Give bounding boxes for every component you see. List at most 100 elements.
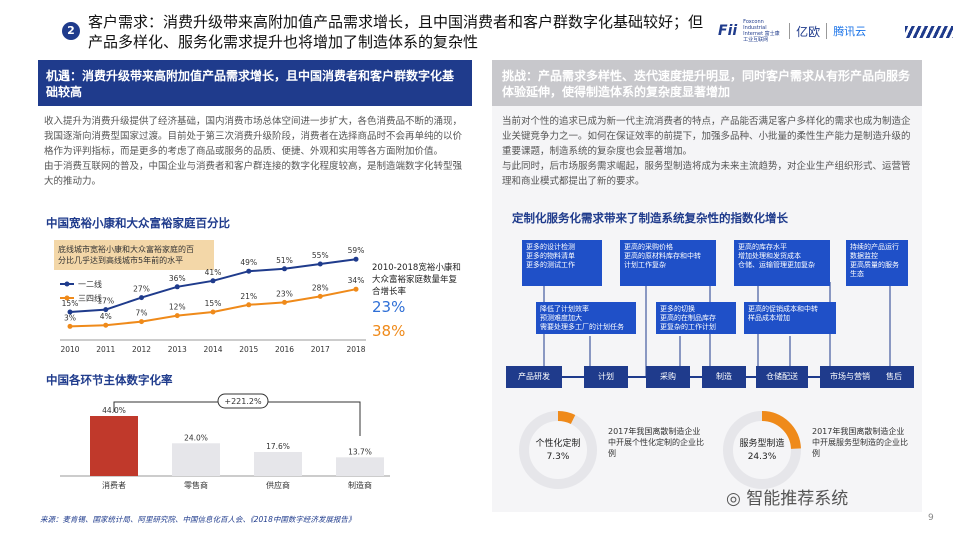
opportunity-paragraph-1: 收入提升为消费升级提供了经济基础，国内消费市场总体空间进一步扩大，各色消费品不断… — [44, 116, 463, 157]
customization-value: 7.3% — [546, 452, 570, 462]
yiou-logo: 亿欧 — [796, 24, 821, 39]
growth-rate-tier34: 38% — [372, 322, 406, 340]
wechat-watermark: ◎ 智能推荐系统 — [726, 484, 848, 509]
data-label: 36% — [169, 274, 186, 283]
growth-rate-label: 2010-2018宽裕小康和大众富裕家庭数量年复合增长率 — [372, 263, 461, 297]
opportunity-body: 收入提升为消费升级提供了经济基础，国内消费市场总体空间进一步扩大，各色消费品不断… — [38, 106, 472, 197]
growth-rate-tier12: 23% — [372, 298, 406, 316]
wechat-account-name: 智能推荐系统 — [746, 489, 849, 509]
legend-label: 三四线 — [78, 293, 102, 303]
step-marketing: 市场与营销 — [820, 366, 880, 388]
x-tick-label: 2011 — [96, 345, 115, 354]
series-point — [103, 322, 109, 328]
household-line-chart: 底线城市宽裕小康和大众富裕家庭的百分比几乎达到高线城市5年前的水平 15% 17% 2… — [54, 240, 366, 354]
step-rd: 产品研发 — [506, 366, 562, 388]
bar-category-label: 零售商 — [184, 480, 208, 490]
legend-marker — [64, 295, 70, 301]
bar-category-label: 制造商 — [348, 480, 372, 490]
bar-category-label: 供应商 — [266, 480, 290, 490]
flow-box-planning: 降低了计划效率 预测难度加大 需要处理多工厂的计划任务 — [536, 302, 636, 334]
digital-rate-chart-title: 中国各环节主体数字化率 — [46, 373, 173, 387]
bar-value-label: 17.6% — [266, 442, 290, 451]
step-aftersales: 售后 — [874, 366, 914, 388]
service-label: 服务型制造 — [739, 439, 785, 449]
opportunity-paragraph-2: 由于消费互联网的普及，中国企业与消费者和客户群连接的数字化程度较高，是制造端数字… — [44, 161, 463, 187]
series-point — [139, 319, 144, 325]
bar-1 — [172, 443, 220, 476]
series-point — [67, 323, 73, 329]
flow-box-rd: 更多的设计检测 更多的物料清单 更多的测试工作 — [522, 240, 602, 286]
data-label: 55% — [312, 251, 329, 260]
flow-box-warehouse: 更高的库存水平 增加处理和发货成本 仓储、运输管理更加复杂 — [734, 240, 830, 286]
bar-category-label: 消费者 — [102, 480, 126, 490]
series-point — [210, 278, 216, 284]
bar-value-label: 44.0% — [102, 406, 126, 415]
digital-rate-bar-chart: +221.2% 44.0% 消费者 24.0% 零售商 17.6% 供应商 13.7% 制造商 — [60, 393, 390, 490]
series-point — [210, 309, 216, 315]
service-desc: 2017年我国离散制造企业中开展服务型制造的企业比例 — [812, 427, 908, 458]
bar-value-label: 13.7% — [348, 447, 372, 456]
series-point — [282, 299, 287, 305]
flow-connectors — [543, 282, 891, 376]
section-number: 2 — [62, 22, 80, 40]
data-label: 41% — [205, 268, 222, 277]
flow-box-procurement: 更高的采购价格 更高的原材料库存和中转 计划工作复杂 — [620, 240, 716, 286]
flow-box-marketing: 更高的促销成本和中转 样品成本增加 — [744, 302, 836, 334]
x-tick-label: 2017 — [311, 345, 330, 354]
x-tick-label: 2010 — [60, 345, 79, 354]
decorative-stripes — [905, 26, 953, 38]
page-number: 9 — [928, 513, 934, 523]
series-point — [282, 266, 287, 272]
annotation-line-2: 分比几乎达到高线城市5年前的水平 — [58, 255, 183, 265]
service-value: 24.3% — [747, 452, 777, 462]
data-label: 15% — [62, 299, 79, 308]
series-point — [353, 256, 359, 262]
page-title: 客户需求：消费升级带来高附加值产品需求增长，且中国消费者和客户群数字化基础较好；… — [88, 13, 704, 51]
service-donut — [723, 411, 801, 489]
series-point — [353, 286, 359, 292]
data-label: 17% — [97, 297, 114, 306]
data-label: 28% — [312, 283, 329, 292]
data-label: 51% — [276, 256, 293, 265]
series-point — [174, 284, 180, 290]
challenge-heading: 挑战：产品需求多样性、迭代速度提升明显，同时客户需求从有形产品向服务体验延伸，使… — [492, 60, 922, 106]
data-label: 3% — [64, 313, 76, 322]
series-point — [246, 268, 252, 274]
challenge-paragraph-1: 当前对个性的追求已成为新一代主流消费者的特点，产品能否满足客户多样化的需求也成为… — [502, 116, 911, 157]
x-tick-label: 2018 — [346, 345, 365, 354]
series-point — [67, 309, 73, 315]
data-label: 59% — [348, 246, 365, 255]
logo-divider — [789, 23, 791, 39]
series-point — [103, 307, 109, 313]
flow-box-manufacturing: 更多的切换 更高的在制品库存 更复杂的工作计划 — [656, 302, 736, 334]
flow-title: 定制化服务化需求带来了制造系统复杂性的指数化增长 — [512, 211, 788, 225]
logo-divider — [826, 23, 828, 39]
series-point — [246, 302, 252, 308]
data-label: 49% — [240, 258, 257, 267]
customization-donut — [519, 411, 597, 489]
x-tick-label: 2013 — [168, 345, 187, 354]
challenge-body: 当前对个性的追求已成为新一代主流消费者的特点，产品能否满足客户多样化的需求也成为… — [492, 106, 922, 197]
data-label: 23% — [276, 289, 293, 298]
series-point — [317, 293, 323, 299]
bar-3 — [336, 457, 384, 476]
chart-annotation-box — [54, 240, 214, 270]
annotation-line-1: 底线城市宽裕小康和大众富裕家庭的百 — [58, 244, 194, 254]
data-label: 21% — [240, 292, 257, 301]
data-label: 34% — [348, 276, 365, 285]
x-tick-label: 2016 — [275, 345, 294, 354]
customization-desc: 2017年我国离散制造企业中开展个性化定制的企业比例 — [608, 427, 704, 458]
series-point — [174, 313, 180, 319]
series-point — [139, 295, 144, 301]
logo-bar: Fii Foxconn Industrial Internet 富士康工业互联网… — [718, 19, 866, 43]
series-point — [317, 261, 323, 267]
page-header: 2 客户需求：消费升级带来高附加值产品需求增长，且中国消费者和客户群数字化基础较… — [0, 0, 960, 60]
data-label: 7% — [136, 309, 148, 318]
legend-marker — [64, 281, 70, 287]
data-label: 27% — [133, 285, 150, 294]
growth-annotation: +221.2% — [224, 397, 262, 406]
challenge-paragraph-2: 与此同时，后市场服务需求崛起，服务型制造将成为未来主流趋势，对企业生产组织形式、… — [502, 161, 911, 187]
bar-value-label: 24.0% — [184, 433, 208, 442]
wechat-icon: ◎ — [726, 489, 741, 509]
x-tick-label: 2015 — [239, 345, 258, 354]
